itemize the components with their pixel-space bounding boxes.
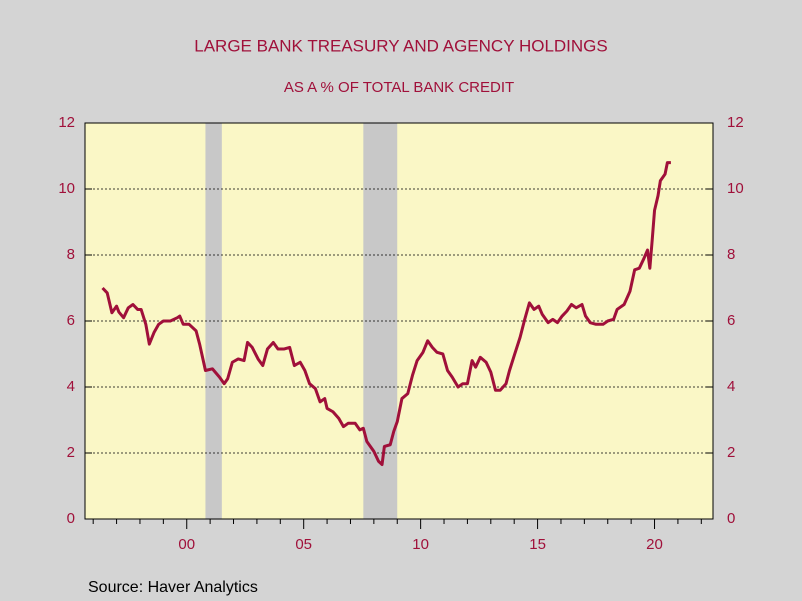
x-tick-label: 10 bbox=[412, 536, 429, 553]
plot-frame bbox=[84, 122, 714, 520]
y2-tick-label: 4 bbox=[727, 378, 735, 395]
y-tick-label: 12 bbox=[58, 114, 75, 131]
y-tick-label: 0 bbox=[67, 510, 75, 527]
recession-shade bbox=[363, 123, 398, 519]
y-tick-label: 2 bbox=[67, 444, 75, 461]
y2-tick-label: 10 bbox=[727, 180, 744, 197]
x-tick-label: 20 bbox=[646, 536, 663, 553]
data-line bbox=[101, 161, 671, 467]
x-tick-label: 15 bbox=[529, 536, 546, 553]
x-tick-label: 00 bbox=[178, 536, 195, 553]
y2-tick-label: 8 bbox=[727, 246, 735, 263]
y-tick-label: 8 bbox=[67, 246, 75, 263]
y2-tick-label: 6 bbox=[727, 312, 735, 329]
chart-subtitle: AS A % OF TOTAL BANK CREDIT bbox=[284, 79, 514, 96]
x-tick-label: 05 bbox=[295, 536, 312, 553]
y-tick-label: 4 bbox=[67, 378, 75, 395]
y2-tick-label: 0 bbox=[727, 510, 735, 527]
y2-tick-label: 2 bbox=[727, 444, 735, 461]
y-tick-label: 10 bbox=[58, 180, 75, 197]
source-note: Source: Haver Analytics bbox=[88, 579, 258, 596]
chart-title: LARGE BANK TREASURY AND AGENCY HOLDINGS bbox=[194, 36, 608, 55]
y2-tick-label: 12 bbox=[727, 114, 744, 131]
y-tick-label: 6 bbox=[67, 312, 75, 329]
